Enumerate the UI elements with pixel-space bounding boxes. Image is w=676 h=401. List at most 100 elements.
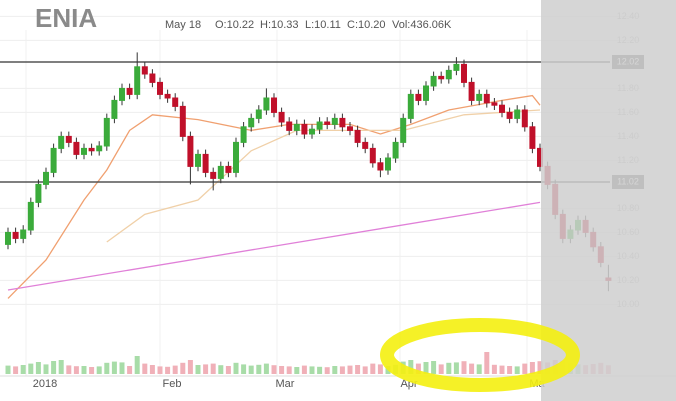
- volume-bar: [172, 365, 178, 374]
- volume-bar: [187, 360, 193, 374]
- volume-bar: [415, 363, 421, 374]
- volume-bar: [225, 366, 231, 374]
- volume-bar: [514, 366, 520, 374]
- candle-body: [43, 171, 49, 185]
- candle-body: [73, 141, 80, 155]
- candle-body: [20, 229, 27, 239]
- volume-bar: [13, 366, 19, 374]
- header-value: L:10.11: [305, 19, 341, 31]
- candle-body: [255, 109, 262, 119]
- candle-body: [164, 93, 171, 99]
- volume-bar: [241, 364, 247, 374]
- volume-bar: [157, 366, 163, 374]
- x-tick-label: Feb: [163, 378, 182, 390]
- candle-body: [65, 135, 72, 143]
- candle-body: [506, 111, 513, 119]
- volume-bar: [263, 363, 269, 374]
- volume-bar: [149, 365, 155, 374]
- candle-body: [407, 93, 414, 119]
- volume-bar: [453, 362, 459, 374]
- candle-body: [210, 171, 217, 179]
- candle-body: [202, 153, 209, 173]
- date: May 18: [165, 19, 201, 31]
- candle-body: [217, 165, 224, 179]
- volume-bar: [165, 366, 171, 374]
- candle-body: [499, 104, 505, 113]
- volume-bar: [529, 362, 535, 374]
- volume-bar: [58, 360, 64, 374]
- volume-bar: [484, 352, 490, 374]
- highlight: [380, 318, 580, 392]
- candle-body: [179, 105, 186, 137]
- volume-bar: [210, 363, 216, 374]
- candle-body: [271, 97, 277, 113]
- candle-body: [491, 102, 498, 106]
- volume-bar: [446, 362, 452, 374]
- volume-bar: [104, 362, 110, 374]
- volume-bar: [271, 365, 277, 374]
- candle-body: [172, 97, 179, 107]
- candle-body: [347, 126, 353, 131]
- candle-body: [248, 117, 255, 128]
- volume-bar: [499, 365, 505, 374]
- moving-average: [7, 94, 541, 299]
- volume-bar: [73, 366, 79, 374]
- volume-bar: [301, 365, 307, 374]
- volume-bar: [317, 366, 323, 374]
- volume-bar: [134, 356, 140, 374]
- candle-body: [529, 126, 536, 149]
- volume-bar: [286, 366, 292, 374]
- candle-body: [126, 87, 133, 95]
- volume-bar: [461, 361, 467, 374]
- volume-bar: [248, 365, 254, 374]
- volume-bar: [180, 362, 186, 374]
- candle-body: [377, 162, 384, 171]
- header-value: Vol:436.06K: [392, 19, 452, 31]
- candle-body: [423, 85, 429, 101]
- candle-body: [453, 63, 460, 71]
- volume-bar: [507, 366, 513, 374]
- candle-body: [316, 121, 323, 130]
- candle-body: [103, 117, 110, 147]
- volume-bar: [111, 361, 117, 374]
- candle-body: [50, 147, 57, 173]
- candle-body: [445, 69, 452, 80]
- volume-bar: [119, 362, 125, 374]
- candle-body: [309, 128, 315, 135]
- candle-body: [195, 153, 201, 167]
- candle-body: [392, 141, 399, 159]
- candle-body: [5, 231, 11, 245]
- candle-body: [111, 99, 118, 119]
- candle-body: [81, 147, 87, 155]
- volume-bar: [96, 366, 102, 374]
- volume-bar: [476, 364, 482, 374]
- volume-bar: [66, 365, 72, 374]
- volume-bar: [5, 365, 11, 374]
- candle-body: [438, 75, 445, 80]
- candle-body: [187, 135, 194, 167]
- volume-bar: [469, 363, 475, 374]
- candle-body: [157, 81, 163, 95]
- x-tick-label: 2018: [33, 378, 57, 390]
- volume-bar: [142, 363, 148, 374]
- candle-body: [119, 87, 125, 101]
- candle-body: [415, 93, 422, 101]
- candle-body: [225, 165, 232, 173]
- volume-bar: [20, 365, 26, 374]
- candle-body: [141, 66, 148, 75]
- volume-bar: [127, 366, 133, 374]
- volume-bar: [408, 360, 414, 374]
- candle-body: [362, 141, 369, 149]
- header-value: H:10.33: [260, 19, 299, 31]
- volume-bar: [431, 361, 437, 374]
- candle-body: [461, 63, 467, 83]
- moving-average: [7, 201, 541, 291]
- candle-body: [233, 141, 239, 173]
- volume-bar: [377, 364, 383, 374]
- volume-bar: [339, 366, 345, 374]
- volume-bar: [370, 363, 376, 374]
- candle-body: [301, 123, 308, 135]
- volume-bar: [309, 366, 315, 374]
